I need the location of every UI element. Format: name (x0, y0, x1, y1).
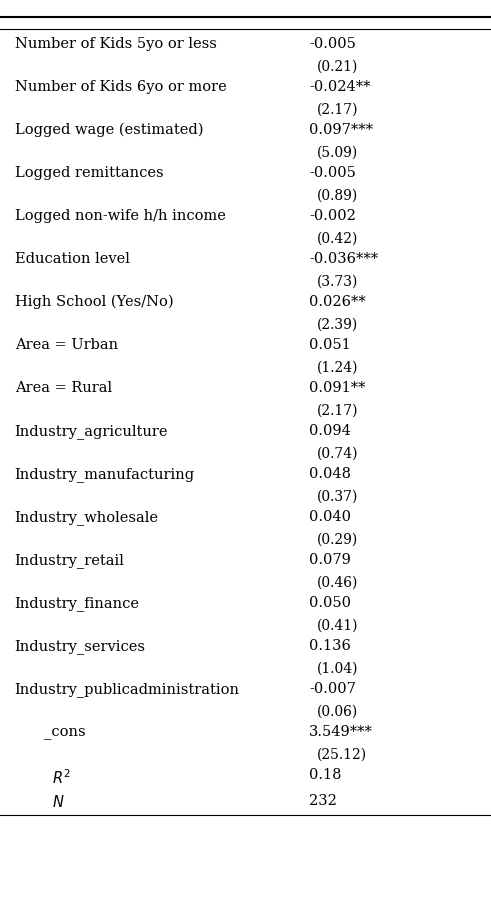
Text: 0.091**: 0.091** (309, 381, 366, 395)
Text: 0.097***: 0.097*** (309, 123, 373, 137)
Text: Number of Kids 5yo or less: Number of Kids 5yo or less (15, 37, 217, 51)
Text: -0.007: -0.007 (309, 682, 356, 696)
Text: (0.37): (0.37) (317, 490, 359, 504)
Text: Logged non-wife h/h income: Logged non-wife h/h income (15, 209, 225, 223)
Text: Industry_manufacturing: Industry_manufacturing (15, 467, 195, 481)
Text: (2.39): (2.39) (317, 318, 358, 332)
Text: Number of Kids 6yo or more: Number of Kids 6yo or more (15, 80, 226, 94)
Text: -0.005: -0.005 (309, 37, 356, 51)
Text: (0.29): (0.29) (317, 533, 358, 547)
Text: 0.026**: 0.026** (309, 295, 366, 309)
Text: -0.002: -0.002 (309, 209, 356, 223)
Text: Industry_finance: Industry_finance (15, 596, 140, 611)
Text: Area = Urban: Area = Urban (15, 338, 118, 352)
Text: Industry_services: Industry_services (15, 639, 146, 654)
Text: 0.079: 0.079 (309, 553, 351, 567)
Text: (0.21): (0.21) (317, 60, 359, 74)
Text: (2.17): (2.17) (317, 404, 359, 418)
Text: 0.094: 0.094 (309, 424, 351, 438)
Text: -0.024**: -0.024** (309, 80, 371, 94)
Text: Education level: Education level (15, 252, 130, 266)
Text: (25.12): (25.12) (317, 748, 367, 762)
Text: Industry_publicadministration: Industry_publicadministration (15, 682, 240, 697)
Text: 0.048: 0.048 (309, 467, 352, 481)
Text: (0.06): (0.06) (317, 705, 358, 719)
Text: (0.41): (0.41) (317, 619, 359, 633)
Text: (1.04): (1.04) (317, 662, 359, 676)
Text: 0.040: 0.040 (309, 510, 352, 524)
Text: Industry_wholesale: Industry_wholesale (15, 510, 159, 525)
Text: Logged remittances: Logged remittances (15, 166, 164, 180)
Text: 232: 232 (309, 794, 337, 808)
Text: (0.46): (0.46) (317, 576, 359, 590)
Text: (0.42): (0.42) (317, 232, 359, 246)
Text: (0.74): (0.74) (317, 447, 359, 461)
Text: (2.17): (2.17) (317, 103, 359, 117)
Text: $\mathit{R}^2$: $\mathit{R}^2$ (52, 768, 71, 787)
Text: Industry_retail: Industry_retail (15, 553, 125, 568)
Text: 0.051: 0.051 (309, 338, 351, 352)
Text: Logged wage (estimated): Logged wage (estimated) (15, 123, 203, 138)
Text: $\mathit{N}$: $\mathit{N}$ (52, 794, 65, 810)
Text: 0.18: 0.18 (309, 768, 342, 782)
Text: High School (Yes/No): High School (Yes/No) (15, 295, 173, 309)
Text: -0.036***: -0.036*** (309, 252, 379, 266)
Text: (3.73): (3.73) (317, 275, 359, 289)
Text: 3.549***: 3.549*** (309, 725, 373, 739)
Text: Industry_agriculture: Industry_agriculture (15, 424, 168, 439)
Text: Area = Rural: Area = Rural (15, 381, 112, 395)
Text: 0.136: 0.136 (309, 639, 351, 653)
Text: -0.005: -0.005 (309, 166, 356, 180)
Text: (1.24): (1.24) (317, 361, 359, 375)
Text: _cons: _cons (44, 725, 86, 739)
Text: 0.050: 0.050 (309, 596, 352, 610)
Text: (5.09): (5.09) (317, 146, 358, 160)
Text: (0.89): (0.89) (317, 189, 358, 203)
